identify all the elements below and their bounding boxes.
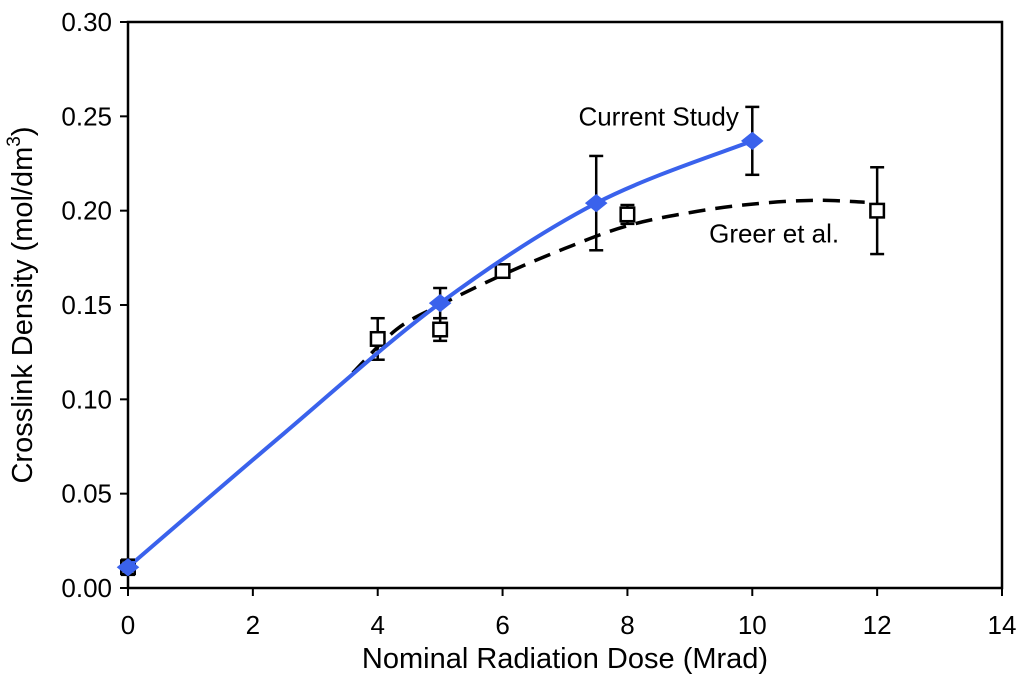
y-tick-label: 0.05 bbox=[61, 479, 112, 509]
y-axis-title: Crosslink Density (mol/dm3) bbox=[4, 126, 39, 483]
x-tick-label: 14 bbox=[988, 610, 1017, 640]
y-tick-label: 0.30 bbox=[61, 7, 112, 37]
data-point-current-study bbox=[740, 131, 764, 151]
data-point-greer bbox=[869, 202, 886, 219]
data-point-current-study bbox=[116, 558, 140, 577]
y-axis-title-main: Crosslink Density (mol/dm bbox=[7, 147, 39, 484]
y-tick-label: 0.25 bbox=[61, 101, 112, 131]
y-tick-label: 0.15 bbox=[61, 290, 112, 320]
y-tick-label: 0.20 bbox=[61, 196, 112, 226]
data-point-current-study bbox=[428, 293, 452, 313]
x-axis-title: Nominal Radiation Dose (Mrad) bbox=[362, 643, 768, 675]
x-tick-label: 10 bbox=[738, 610, 767, 640]
series-line-current-study bbox=[126, 138, 755, 570]
chart-render-layer: 0 2 4 6 8 10 12 14 0.00 0.05 0.10 0.15 0.20 0.25 0.30 C… bbox=[61, 7, 1016, 640]
plot-border bbox=[126, 20, 1004, 590]
data-point-current-study bbox=[584, 193, 608, 213]
data-point-greer bbox=[494, 263, 511, 280]
x-tick-label: 4 bbox=[370, 610, 384, 640]
data-point-greer bbox=[369, 330, 386, 347]
series-label-current_study: Current Study bbox=[578, 101, 738, 131]
series-line-greer bbox=[351, 198, 865, 375]
x-tick-label: 2 bbox=[246, 610, 260, 640]
data-point-greer bbox=[619, 206, 636, 223]
y-axis-title-suffix: ) bbox=[7, 126, 39, 136]
x-tick-label: 8 bbox=[620, 610, 634, 640]
y-tick-label: 0.00 bbox=[61, 573, 112, 603]
x-tick-label: 6 bbox=[495, 610, 509, 640]
series-label-greer: Greer et al. bbox=[709, 218, 839, 248]
x-tick-label: 12 bbox=[863, 610, 892, 640]
data-point-greer bbox=[432, 321, 449, 338]
x-tick-label: 0 bbox=[121, 610, 135, 640]
y-tick-label: 0.10 bbox=[61, 384, 112, 414]
y-axis-title-superscript: 3 bbox=[4, 136, 25, 147]
